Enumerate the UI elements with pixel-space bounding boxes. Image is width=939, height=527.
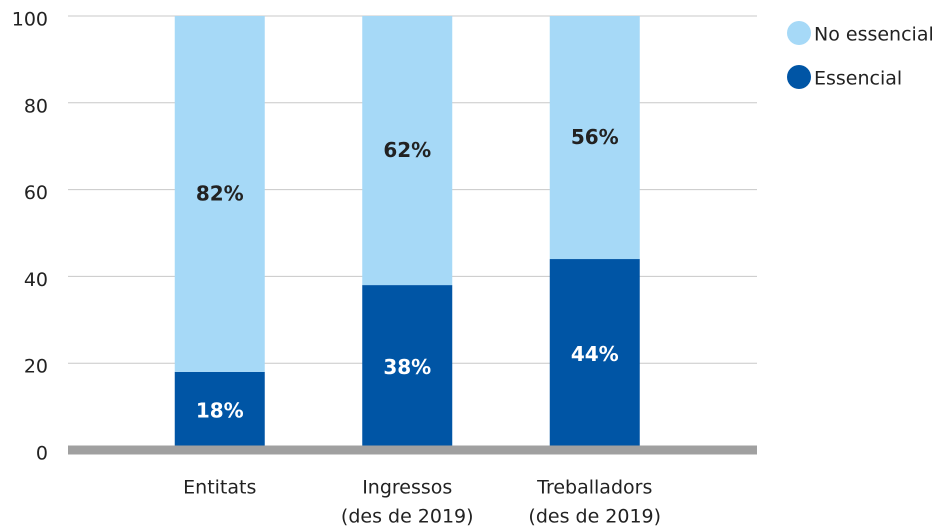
y-tick-label: 60 bbox=[24, 182, 48, 204]
data-label: 56% bbox=[571, 125, 619, 149]
bar-segment bbox=[362, 16, 453, 286]
y-tick-label: 20 bbox=[24, 356, 48, 378]
y-tick-label: 0 bbox=[36, 443, 48, 465]
legend-swatch bbox=[787, 21, 811, 45]
x-tick-label: Treballadors bbox=[536, 477, 652, 499]
bar-segment bbox=[174, 371, 265, 450]
bar-segment bbox=[362, 285, 453, 450]
bar-segment bbox=[549, 16, 640, 260]
data-label: 62% bbox=[383, 138, 431, 162]
data-label: 44% bbox=[571, 342, 619, 366]
bar-segment bbox=[174, 16, 265, 372]
y-tick-label: 80 bbox=[24, 95, 48, 117]
data-label: 18% bbox=[196, 398, 244, 422]
bar-segment bbox=[549, 259, 640, 450]
data-label: 38% bbox=[383, 355, 431, 379]
x-tick-label: (des de 2019) bbox=[528, 506, 661, 527]
x-tick-label: Entitats bbox=[183, 477, 256, 499]
legend-swatch bbox=[787, 65, 811, 89]
y-tick-label: 100 bbox=[12, 9, 48, 31]
y-tick-label: 40 bbox=[24, 269, 48, 291]
legend-label: Essencial bbox=[814, 68, 902, 90]
x-tick-label: Ingressos bbox=[362, 477, 452, 499]
x-tick-label: (des de 2019) bbox=[341, 506, 474, 527]
legend-label: No essencial bbox=[814, 24, 934, 46]
data-label: 82% bbox=[196, 181, 244, 205]
